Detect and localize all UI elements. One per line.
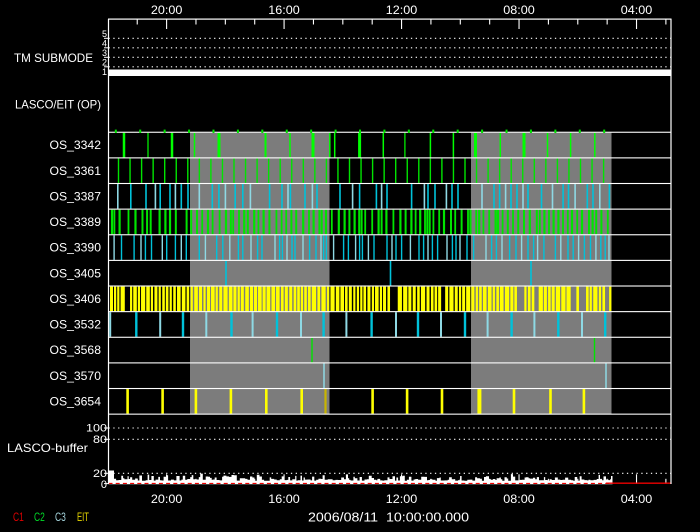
svg-text:20:00: 20:00	[151, 492, 183, 506]
svg-text:20: 20	[93, 468, 107, 480]
svg-text:12:00: 12:00	[386, 3, 418, 17]
svg-text:OS_3532: OS_3532	[50, 318, 102, 332]
svg-text:5: 5	[102, 29, 107, 39]
svg-text:OS_3405: OS_3405	[50, 266, 102, 280]
svg-text:80: 80	[93, 434, 107, 446]
svg-text:OS_3406: OS_3406	[50, 292, 102, 306]
svg-text:08:00: 08:00	[503, 3, 535, 17]
svg-text:OS_3387: OS_3387	[50, 189, 102, 203]
svg-text:OS_3390: OS_3390	[50, 241, 102, 255]
svg-text:4: 4	[102, 39, 107, 49]
svg-text:2: 2	[102, 58, 107, 68]
svg-text:2006/08/11 10:00:00.000: 2006/08/11 10:00:00.000	[308, 511, 469, 525]
svg-text:0: 0	[101, 479, 107, 491]
svg-text:04:00: 04:00	[621, 3, 653, 17]
svg-text:3: 3	[102, 48, 107, 58]
svg-text:16:00: 16:00	[268, 3, 300, 17]
svg-text:C1: C1	[13, 512, 24, 524]
svg-text:12:00: 12:00	[386, 492, 418, 506]
svg-text:LASCO-buffer: LASCO-buffer	[7, 441, 88, 455]
svg-text:100: 100	[86, 423, 107, 435]
svg-text:EIT: EIT	[77, 512, 89, 524]
svg-text:16:00: 16:00	[268, 492, 300, 506]
svg-text:OS_3342: OS_3342	[50, 138, 102, 152]
svg-text:OS_3570: OS_3570	[50, 369, 102, 383]
svg-text:OS_3568: OS_3568	[50, 343, 102, 357]
svg-text:OS_3361: OS_3361	[50, 164, 102, 178]
svg-text:08:00: 08:00	[503, 492, 535, 506]
svg-text:C3: C3	[55, 512, 66, 524]
svg-text:OS_3654: OS_3654	[50, 394, 102, 408]
svg-text:1: 1	[102, 67, 107, 77]
svg-text:LASCO/EIT (OP): LASCO/EIT (OP)	[15, 98, 101, 112]
svg-text:04:00: 04:00	[621, 492, 653, 506]
svg-text:OS_3389: OS_3389	[50, 215, 102, 229]
svg-text:C2: C2	[34, 512, 45, 524]
svg-text:20:00: 20:00	[151, 3, 183, 17]
svg-text:TM SUBMODE: TM SUBMODE	[14, 51, 93, 65]
